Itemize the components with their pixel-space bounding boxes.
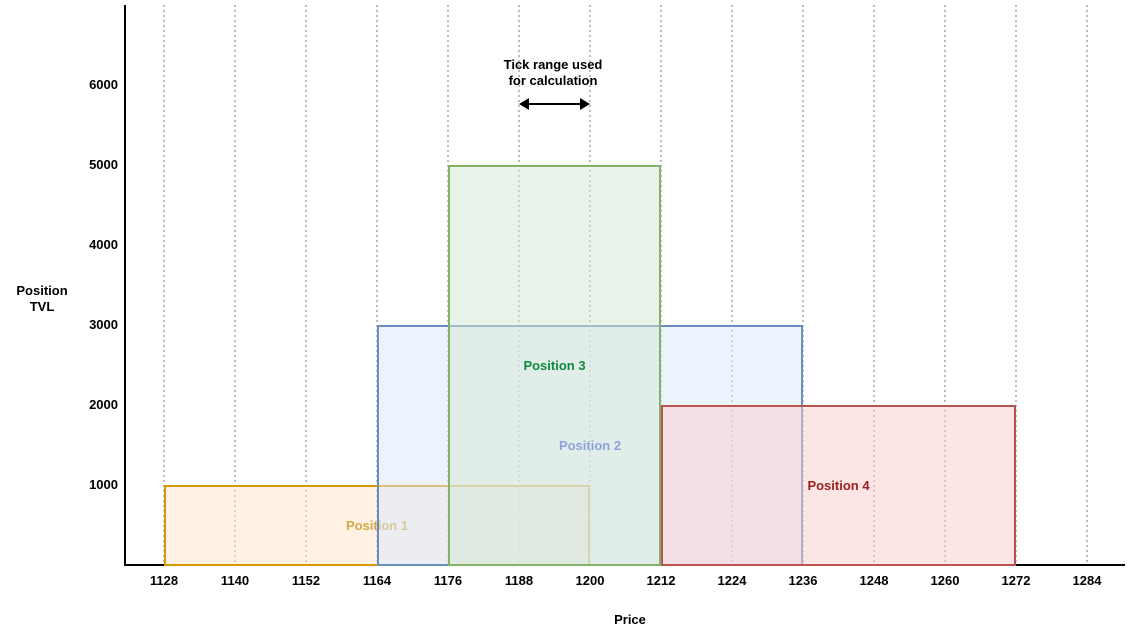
x-tick-label-1176: 1176 <box>433 573 463 588</box>
position-rect-3: Position 3 <box>448 165 661 566</box>
x-tick-label-1128: 1128 <box>149 573 179 588</box>
gridline-1164 <box>376 5 378 565</box>
x-tick-label-1188: 1188 <box>504 573 534 588</box>
y-tick-label-2000: 2000 <box>89 397 118 412</box>
x-tick-label-1284: 1284 <box>1072 573 1102 588</box>
x-tick-label-1224: 1224 <box>717 573 747 588</box>
gridline-1236 <box>802 5 804 565</box>
gridline-1284 <box>1086 5 1088 565</box>
arrow-shaft <box>526 103 583 105</box>
y-tick-label-3000: 3000 <box>89 317 118 332</box>
annotation-line2: for calculation <box>508 73 598 88</box>
x-tick-label-1200: 1200 <box>575 573 605 588</box>
position-label-4: Position 4 <box>807 478 870 493</box>
y-axis-title-line1: Position <box>16 283 68 298</box>
gridline-1248 <box>873 5 875 565</box>
y-axis-title-line2: TVL <box>29 299 55 314</box>
gridline-1272 <box>1015 5 1017 565</box>
y-tick-label-4000: 4000 <box>89 237 118 252</box>
position-rect-4: Position 4 <box>661 405 1016 566</box>
arrow-right-head-icon <box>580 98 590 110</box>
arrow-left-head-icon <box>519 98 529 110</box>
gridline-1224 <box>731 5 733 565</box>
gridline-1260 <box>944 5 946 565</box>
tick-range-arrow-icon <box>519 98 590 110</box>
annotation-text: Tick range used for calculation <box>473 57 633 89</box>
x-tick-label-1272: 1272 <box>1001 573 1031 588</box>
y-axis-title: Position TVL <box>6 283 78 315</box>
x-tick-label-1164: 1164 <box>362 573 392 588</box>
x-tick-label-1212: 1212 <box>646 573 676 588</box>
annotation-line1: Tick range used <box>503 57 603 72</box>
x-axis-title: Price <box>614 612 646 627</box>
y-axis-line <box>124 5 126 566</box>
x-tick-label-1152: 1152 <box>291 573 321 588</box>
gridline-1128 <box>163 5 165 565</box>
y-tick-label-6000: 6000 <box>89 77 118 92</box>
gridline-1212 <box>660 5 662 565</box>
y-tick-label-5000: 5000 <box>89 157 118 172</box>
x-tick-label-1260: 1260 <box>930 573 960 588</box>
gridline-1152 <box>305 5 307 565</box>
position-label-3: Position 3 <box>523 358 586 373</box>
x-tick-label-1140: 1140 <box>220 573 250 588</box>
x-tick-label-1248: 1248 <box>859 573 889 588</box>
x-tick-label-1236: 1236 <box>788 573 818 588</box>
y-tick-label-1000: 1000 <box>89 477 118 492</box>
gridline-1140 <box>234 5 236 565</box>
